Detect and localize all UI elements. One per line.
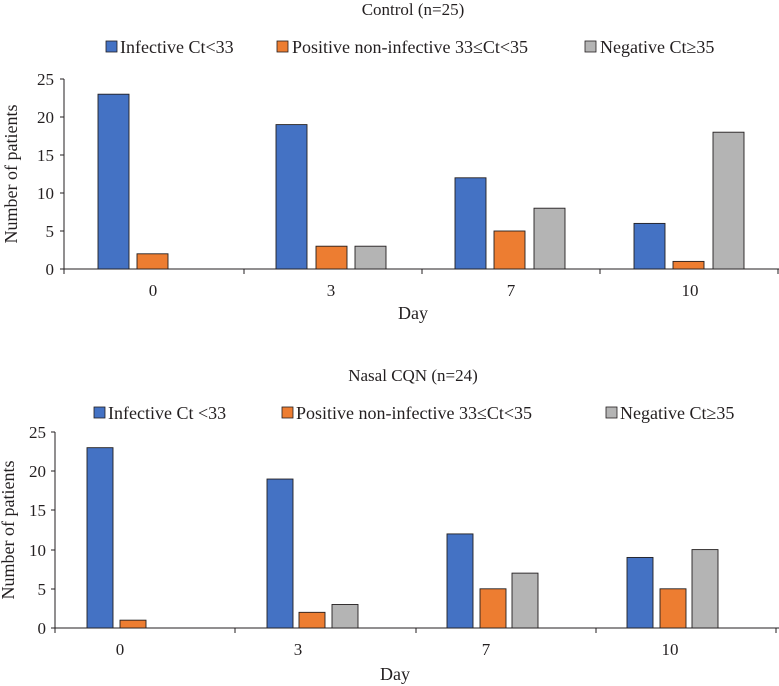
legend-swatch-positive [276, 40, 289, 53]
x-tick-label: 7 [482, 640, 491, 659]
bar-negative-day-10 [712, 131, 745, 270]
legend-label-infective: Infective Ct <33 [108, 403, 226, 423]
y-tick-label: 20 [37, 108, 54, 127]
legend: Infective Ct<33 Positive non-infective 3… [105, 37, 714, 57]
bar-infective-day-10 [626, 556, 654, 629]
x-tick-label: 0 [149, 281, 158, 300]
chart-nasal-cqn: Nasal CQN (n=24) Infective Ct <33 Positi… [0, 366, 779, 684]
bar-infective-day-7 [454, 177, 487, 270]
y-tick-label: 5 [38, 580, 47, 599]
y-tick-label: 25 [29, 423, 46, 442]
bar-positive-day-0 [136, 253, 169, 270]
bar-infective-day-10 [633, 222, 666, 270]
bar-negative-day-3 [354, 245, 387, 270]
x-axis-title: Day [380, 664, 410, 684]
y-tick-label: 0 [38, 619, 47, 638]
bar-positive-day-3 [315, 245, 348, 270]
chart-title: Nasal CQN (n=24) [348, 366, 478, 385]
chart-title: Control (n=25) [362, 0, 465, 19]
chart-control: Control (n=25) Infective Ct<33 Positive … [1, 0, 779, 323]
y-tick-label: 25 [37, 70, 54, 89]
x-tick-label: 10 [662, 640, 679, 659]
x-axis: 0 3 7 10 Day [63, 268, 779, 323]
y-tick-label: 5 [46, 222, 55, 241]
legend-swatch-positive [281, 406, 294, 419]
bar-positive-day-7 [479, 588, 507, 629]
x-tick-label: 0 [116, 640, 125, 659]
y-tick-label: 20 [29, 462, 46, 481]
legend-swatch-infective [93, 406, 106, 419]
legend-swatch-negative [584, 40, 597, 53]
x-tick-label: 3 [327, 281, 336, 300]
bar-positive-day-10 [672, 260, 705, 270]
bar-infective-day-0 [97, 93, 130, 270]
bar-negative-day-7 [533, 207, 566, 270]
bar-positive-day-3 [298, 611, 326, 629]
bar-positive-day-7 [493, 230, 526, 270]
x-axis: 0 3 7 10 Day [54, 627, 779, 684]
bar-infective-day-3 [275, 124, 308, 270]
x-tick-label: 3 [294, 640, 303, 659]
legend-label-negative: Negative Ct≥35 [600, 37, 714, 57]
legend-swatch-negative [605, 406, 618, 419]
y-tick-label: 0 [46, 260, 55, 279]
bar-negative-day-3 [331, 604, 359, 629]
bar-positive-day-0 [119, 619, 147, 629]
y-axis: 25 20 15 10 5 0 Number of patients [1, 70, 65, 279]
bars-nasal-cqn [86, 447, 719, 629]
bar-infective-day-0 [86, 447, 114, 629]
legend-label-positive: Positive non-infective 33≤Ct<35 [292, 37, 528, 57]
legend-swatch-infective [105, 40, 118, 53]
y-axis-title: Number of patients [1, 105, 21, 244]
bars-control [97, 93, 745, 270]
x-tick-label: 10 [682, 281, 699, 300]
bar-negative-day-10 [691, 549, 719, 629]
y-axis: 25 20 15 10 5 0 Number of patients [0, 423, 56, 638]
bar-positive-day-10 [659, 588, 687, 629]
legend: Infective Ct <33 Positive non-infective … [93, 403, 734, 423]
bar-infective-day-3 [266, 478, 294, 629]
legend-label-infective: Infective Ct<33 [120, 37, 234, 57]
y-tick-label: 15 [37, 146, 54, 165]
legend-label-positive: Positive non-infective 33≤Ct<35 [296, 403, 532, 423]
y-tick-label: 15 [29, 501, 46, 520]
bar-infective-day-7 [446, 533, 474, 629]
bar-negative-day-7 [511, 572, 539, 629]
x-axis-title: Day [398, 303, 428, 323]
y-tick-label: 10 [37, 184, 54, 203]
x-tick-label: 7 [507, 281, 516, 300]
y-tick-label: 10 [29, 541, 46, 560]
legend-label-negative: Negative Ct≥35 [620, 403, 734, 423]
y-axis-title: Number of patients [0, 461, 18, 600]
